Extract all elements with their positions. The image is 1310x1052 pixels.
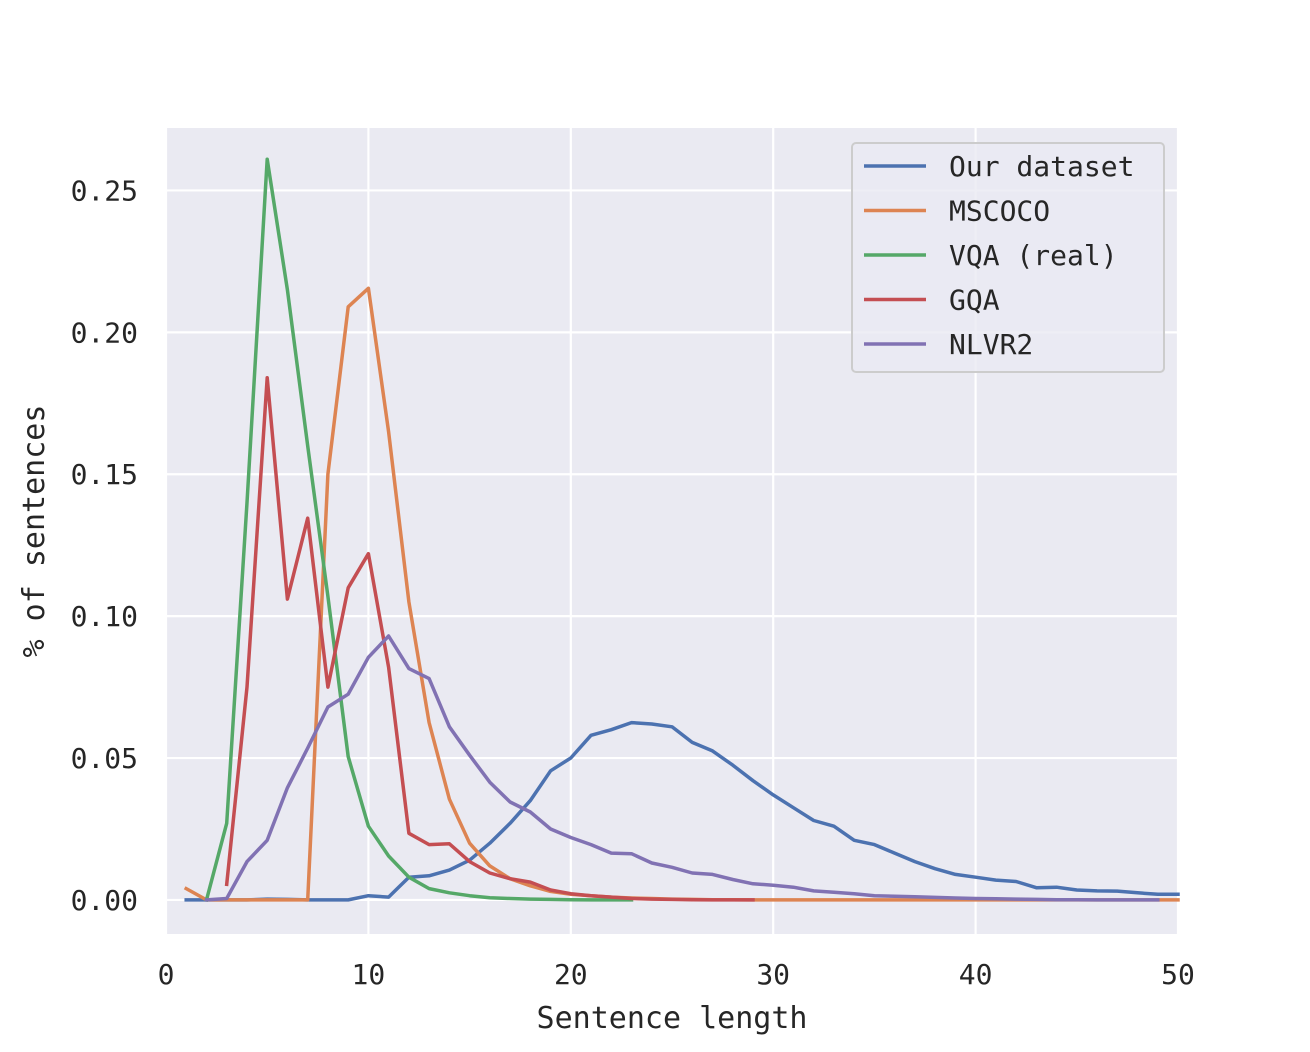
x-tick-labels: 0 10 20 30 40 50 <box>158 958 1195 991</box>
y-tick-label: 0.05 <box>71 742 138 775</box>
x-tick-label: 10 <box>352 958 386 991</box>
x-tick-label: 50 <box>1161 958 1195 991</box>
y-tick-labels: 0.00 0.05 0.10 0.15 0.20 0.25 <box>71 174 138 917</box>
x-tick-label: 20 <box>554 958 588 991</box>
legend-label: VQA (real) <box>949 239 1118 272</box>
series-line-4 <box>224 375 755 902</box>
y-tick-label: 0.00 <box>71 884 138 917</box>
legend: Our dataset MSCOCO VQA (real) GQA NLVR2 <box>851 142 1165 373</box>
x-tick-label: 40 <box>959 958 993 991</box>
y-tick-label: 0.15 <box>71 458 138 491</box>
series-line-5 <box>204 634 1160 902</box>
y-tick-label: 0.25 <box>71 174 138 207</box>
legend-box <box>851 142 1165 373</box>
x-tick-label: 0 <box>158 958 175 991</box>
x-axis-title: Sentence length <box>537 1001 808 1036</box>
legend-label: MSCOCO <box>949 195 1050 228</box>
series-line-1 <box>184 720 1180 902</box>
y-axis-title: % of sentences <box>17 405 52 658</box>
series-line-3 <box>204 157 634 903</box>
x-tick-label: 30 <box>756 958 790 991</box>
legend-label: NLVR2 <box>949 328 1033 361</box>
y-tick-label: 0.10 <box>71 600 138 633</box>
y-tick-label: 0.20 <box>71 316 138 349</box>
series-lines <box>183 157 1180 903</box>
legend-label: Our dataset <box>949 150 1134 183</box>
legend-label: GQA <box>949 284 1000 317</box>
